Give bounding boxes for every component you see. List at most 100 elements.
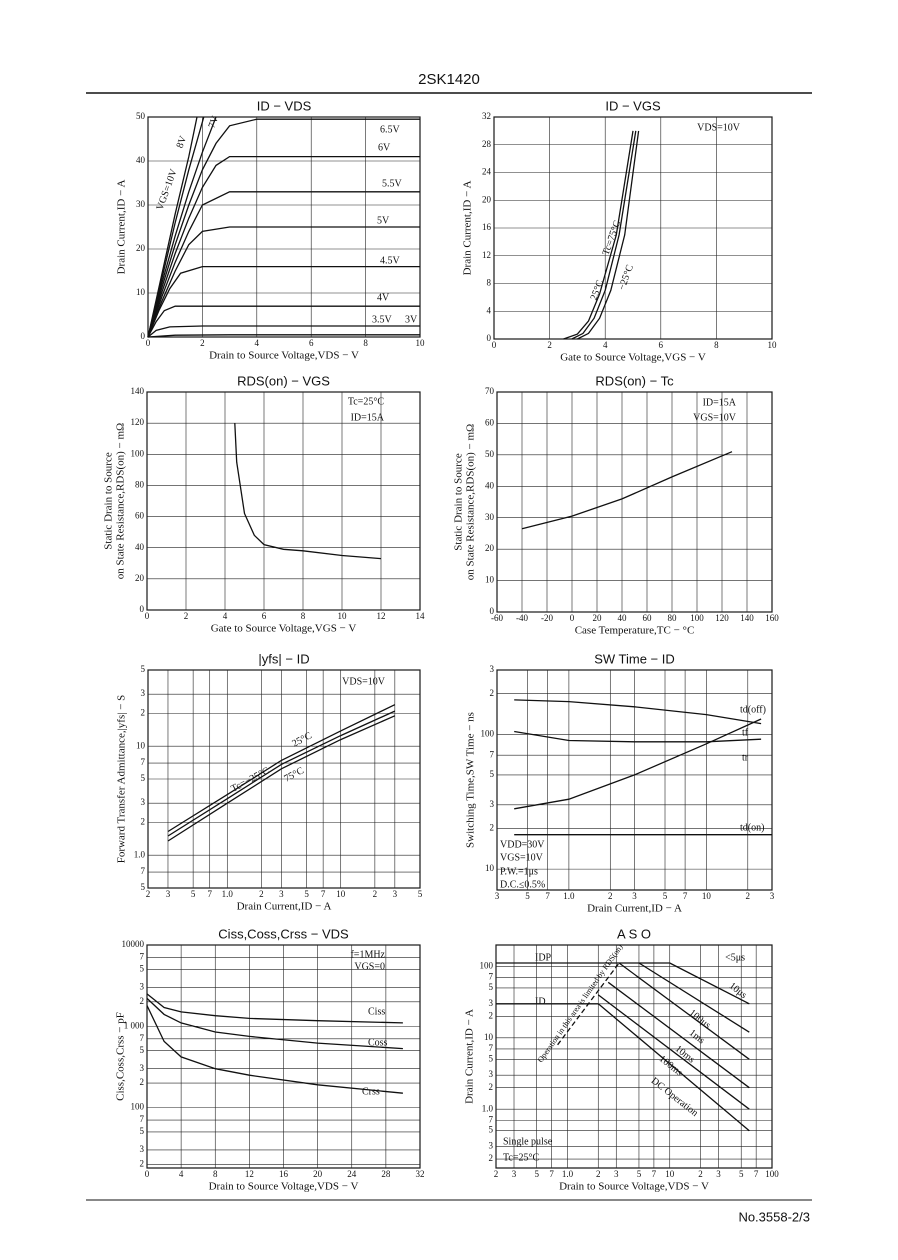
curve [167,715,396,842]
plot-frame [496,391,773,613]
x-tick-label: 3 [716,1169,721,1179]
chart-title: RDS(on) − Tc [595,373,674,388]
y-tick-label: 2 [141,707,146,717]
curve [563,130,634,340]
y-tick-label: 70 [485,386,495,396]
x-tick-label: 7 [652,1169,657,1179]
annotation: Tc=25°C [503,1152,539,1163]
x-axis-label: Case Temperature,TC − °C [575,625,695,637]
curve [597,994,750,1110]
annotation: VGS=10V [693,412,737,423]
y-axis-label: Static Drain to Source [103,452,115,550]
x-tick-label: 2 [494,1169,499,1179]
x-tick-label: 6 [309,338,314,348]
x-tick-label: -60 [491,613,503,623]
x-tick-label: 2 [596,1169,601,1179]
curve-label: Coss [368,1037,388,1048]
x-tick-label: 5 [739,1169,744,1179]
y-tick-label: 8 [487,278,492,288]
y-tick-label: 100 [131,1102,145,1112]
x-tick-label: 60 [643,613,653,623]
x-tick-label: 3 [279,889,284,899]
curve-label: 6V [378,142,391,153]
annotation: <5μs [725,952,745,963]
y-tick-label: 3 [489,1069,494,1079]
x-tick-label: 5 [418,889,423,899]
x-tick-label: 160 [765,613,779,623]
y-tick-label: 5 [140,964,145,974]
x-tick-label: 2 [547,340,552,350]
y-tick-label: 40 [135,542,145,552]
y-tick-label: 10 [485,575,495,585]
x-tick-label: 2 [608,891,613,901]
x-tick-label: 120 [715,613,729,623]
x-tick-label: 7 [754,1169,759,1179]
x-tick-label: 2 [146,889,151,899]
x-tick-label: 2 [698,1169,703,1179]
annotation: Tc=25°C [348,396,384,407]
x-tick-label: 3 [770,891,775,901]
y-tick-label: 3 [490,664,495,674]
y-tick-label: 1 000 [124,1020,145,1030]
curve [577,130,640,340]
x-tick-label: 10 [336,889,346,899]
y-tick-label: 20 [485,543,495,553]
y-tick-label: 0 [490,606,495,616]
x-tick-label: 6 [659,340,664,350]
x-tick-label: 12 [245,1169,254,1179]
y-tick-label: 0 [140,604,145,614]
x-tick-label: 3 [632,891,637,901]
x-tick-label: 0 [570,613,575,623]
y-tick-label: 1.0 [482,1103,494,1113]
annotation: Single pulse [503,1136,553,1147]
x-tick-label: 5 [525,891,530,901]
annotation: P.W.=1μs [500,866,538,877]
x-tick-label: 32 [416,1169,425,1179]
y-tick-label: 0 [487,333,492,343]
curve-label: 100μs [687,1008,713,1032]
y-tick-label: 30 [485,512,495,522]
y-tick-label: 140 [131,386,145,396]
y-tick-label: 7 [489,1043,494,1053]
y-tick-label: 2 [489,1010,494,1020]
y-tick-label: 10000 [122,939,145,949]
curve-label: 5V [377,215,390,226]
y-tick-label: 2 [490,823,495,833]
y-tick-label: 2 [490,688,495,698]
x-tick-label: 3 [495,891,500,901]
curve-label: 25°C [290,730,314,750]
y-tick-label: 3 [140,982,145,992]
x-tick-label: -40 [516,613,528,623]
page-title: 2SK1420 [418,71,480,88]
y-tick-label: 20 [136,243,146,253]
y-tick-label: 40 [136,155,146,165]
plot-frame [146,391,421,611]
x-tick-label: 1.0 [222,889,234,899]
curve-label: 8V [175,134,190,150]
x-tick-label: 100 [690,613,704,623]
curve [146,997,403,1050]
y-tick-label: 80 [135,479,145,489]
y-tick-label: 7 [490,749,495,759]
curve [147,116,205,338]
annotation: VDD=30V [500,839,545,850]
y-axis-label: Drain Current,ID − A [462,181,474,276]
annotation: VDS=10V [342,676,386,687]
x-tick-label: 12 [377,611,386,621]
x-tick-label: 1.0 [563,891,575,901]
x-axis-label: Drain to Source Voltage,VDS − V [209,1181,359,1193]
y-tick-label: 2 [489,1082,494,1092]
x-tick-label: 20 [593,613,603,623]
curve-label: 25°C [589,278,607,301]
y-tick-label: 2 [140,1158,145,1168]
curve-label: td(on) [740,822,764,833]
x-tick-label: 7 [321,889,326,899]
x-tick-label: 7 [683,891,688,901]
y-tick-label: 3 [489,998,494,1008]
page-number: No.3558-2/3 [738,1209,810,1224]
y-tick-label: 60 [485,417,495,427]
curve-label: IDP [535,952,552,963]
curve-label: 7V [207,114,222,130]
y-tick-label: 3 [140,1063,145,1073]
curve-label: Ciss [368,1006,385,1017]
